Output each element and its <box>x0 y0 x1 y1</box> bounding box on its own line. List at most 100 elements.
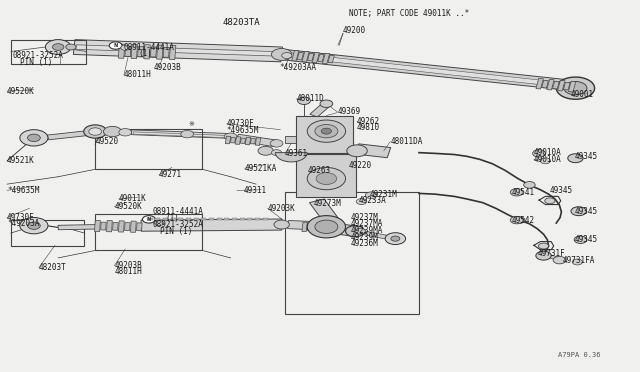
Text: 49311: 49311 <box>243 186 266 195</box>
Circle shape <box>320 100 333 108</box>
Circle shape <box>553 256 566 264</box>
Circle shape <box>391 236 400 241</box>
Bar <box>262 218 268 220</box>
Circle shape <box>155 221 164 226</box>
Bar <box>307 53 314 61</box>
Circle shape <box>556 77 595 99</box>
Circle shape <box>274 220 289 229</box>
Text: 49236M: 49236M <box>351 239 378 248</box>
Bar <box>241 138 246 144</box>
Text: PIN (1): PIN (1) <box>20 58 52 67</box>
Text: *49203A: *49203A <box>7 219 40 228</box>
Bar <box>11 39 86 64</box>
Circle shape <box>315 125 338 138</box>
Text: A79PA 0.36: A79PA 0.36 <box>557 352 600 358</box>
Text: 48011H: 48011H <box>124 70 151 79</box>
Bar <box>280 49 568 90</box>
Bar <box>148 218 153 220</box>
Circle shape <box>365 192 377 199</box>
Text: 49810: 49810 <box>357 123 380 132</box>
Text: 49273M: 49273M <box>314 199 341 208</box>
Text: 48203TA: 48203TA <box>223 19 260 28</box>
Circle shape <box>121 45 130 50</box>
Bar <box>557 80 565 91</box>
Bar <box>250 139 255 144</box>
Bar <box>317 54 324 62</box>
Circle shape <box>572 259 582 265</box>
Bar <box>125 222 130 231</box>
Text: 08921-3252A: 08921-3252A <box>153 221 204 230</box>
Circle shape <box>282 52 292 58</box>
Circle shape <box>385 233 406 244</box>
Circle shape <box>180 131 193 138</box>
Text: 48203T: 48203T <box>39 263 67 272</box>
Bar <box>95 129 202 169</box>
Circle shape <box>510 217 523 224</box>
Text: 49010A: 49010A <box>534 155 562 164</box>
Text: NOTE; PART CODE 49011K ..*: NOTE; PART CODE 49011K ..* <box>349 9 469 18</box>
Circle shape <box>270 140 283 147</box>
Bar <box>171 218 175 220</box>
Text: 49361: 49361 <box>285 149 308 158</box>
Text: 08911-4441A: 08911-4441A <box>124 42 175 51</box>
Bar <box>287 221 314 230</box>
Bar <box>563 82 570 90</box>
Text: 49239M: 49239M <box>351 232 378 242</box>
Text: 49001: 49001 <box>570 90 593 99</box>
Text: 49520K: 49520K <box>7 87 35 96</box>
Bar <box>163 218 168 220</box>
Bar <box>297 52 303 60</box>
Bar <box>355 230 387 239</box>
Bar <box>332 224 337 233</box>
Text: PIN (1): PIN (1) <box>161 227 193 236</box>
Text: 49203K: 49203K <box>268 204 296 213</box>
Bar <box>136 223 142 231</box>
Bar <box>312 52 319 63</box>
Bar <box>355 144 391 158</box>
Bar <box>302 222 307 232</box>
Text: 49239MA: 49239MA <box>351 226 383 235</box>
Text: 49541: 49541 <box>511 188 534 197</box>
Circle shape <box>346 226 365 237</box>
Circle shape <box>66 44 76 50</box>
Text: 49200: 49200 <box>343 26 366 35</box>
Bar <box>100 222 106 230</box>
Text: 49262: 49262 <box>357 117 380 126</box>
Bar <box>95 220 100 232</box>
Bar <box>170 45 176 60</box>
Circle shape <box>571 207 586 216</box>
Bar <box>287 52 563 87</box>
Text: 49271: 49271 <box>159 170 182 179</box>
Bar <box>201 218 206 220</box>
Bar <box>322 223 327 232</box>
Circle shape <box>224 133 237 140</box>
Text: 49203B: 49203B <box>115 261 142 270</box>
Bar <box>552 81 559 89</box>
Circle shape <box>104 126 122 137</box>
Text: ※: ※ <box>188 121 194 127</box>
Text: 49345: 49345 <box>550 186 573 195</box>
Bar <box>131 44 138 59</box>
Bar <box>536 78 543 89</box>
Text: 49011K: 49011K <box>119 195 147 203</box>
Bar <box>255 138 260 145</box>
Bar <box>118 44 125 58</box>
Circle shape <box>568 154 583 163</box>
Text: 49731F: 49731F <box>537 249 565 258</box>
Circle shape <box>564 81 587 95</box>
Bar <box>255 218 260 220</box>
Circle shape <box>28 134 40 141</box>
Bar <box>193 218 198 220</box>
Bar <box>225 136 230 144</box>
Text: N: N <box>147 217 151 222</box>
Bar <box>178 218 183 220</box>
Circle shape <box>271 150 282 155</box>
Text: 49231M: 49231M <box>370 190 397 199</box>
Bar <box>310 199 343 228</box>
Text: (1): (1) <box>166 214 179 223</box>
Circle shape <box>20 218 48 234</box>
Text: *49635M: *49635M <box>227 126 259 135</box>
Text: 49730F: 49730F <box>7 213 35 222</box>
Bar <box>312 222 317 232</box>
Bar <box>133 132 231 138</box>
